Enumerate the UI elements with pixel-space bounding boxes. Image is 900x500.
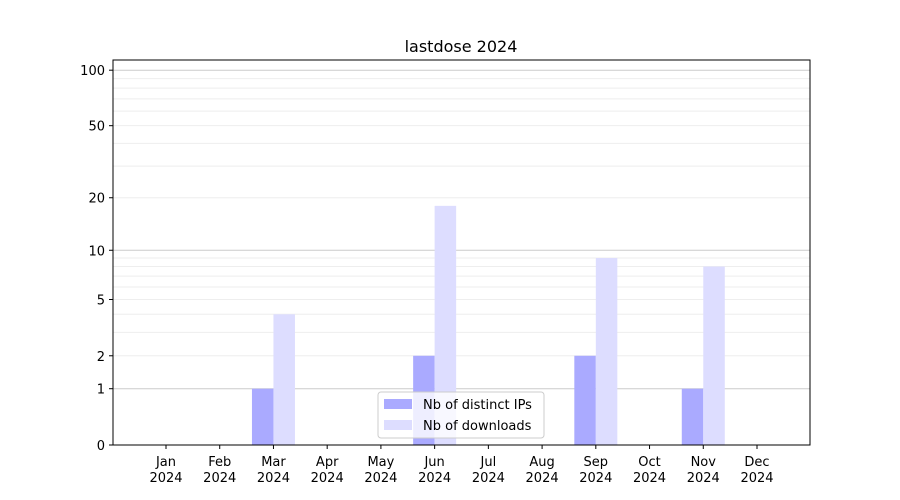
- x-tick-label: Aug 2024: [526, 455, 559, 486]
- x-tick-label: Dec 2024: [740, 455, 773, 486]
- legend-box: [377, 391, 545, 439]
- bar-downloads: [703, 266, 725, 445]
- bar-distinct-ips: [251, 388, 274, 445]
- bar-distinct-ips: [574, 355, 596, 445]
- bar-downloads: [273, 314, 295, 445]
- x-tick-label: Jul 2024: [472, 455, 505, 486]
- grid: [113, 69, 810, 390]
- chart-title: lastdose 2024: [405, 37, 518, 56]
- y-tick-label: 5: [97, 293, 105, 308]
- x-tick-label: Mar 2024: [257, 455, 290, 486]
- x-tick-label: Jan 2024: [149, 455, 182, 486]
- x-tick-label: May 2024: [364, 455, 397, 486]
- x-tick-label: Feb 2024: [203, 455, 236, 486]
- x-tick-label: Sep 2024: [579, 455, 612, 486]
- y-tick-label: 2: [97, 350, 105, 365]
- legend-label: Nb of downloads: [423, 419, 532, 434]
- legend-swatch: [384, 420, 412, 430]
- bar-downloads: [595, 258, 618, 445]
- y-tick-label: 50: [88, 120, 105, 135]
- bars: [251, 205, 725, 445]
- plot-frame: [112, 59, 811, 446]
- y-axis: 0 1 2 5 10 20 50 100: [80, 64, 113, 454]
- x-tick-label: Jun 2024: [418, 455, 451, 486]
- y-tick-label: 0: [97, 439, 105, 454]
- bar-distinct-ips: [681, 388, 704, 445]
- y-tick-label: 1: [97, 383, 105, 398]
- y-tick-label: 100: [80, 64, 105, 79]
- legend-label: Nb of distinct IPs: [423, 398, 532, 413]
- y-tick-label: 10: [88, 244, 105, 259]
- x-tick-label: Oct 2024: [633, 455, 666, 486]
- bar-downloads: [434, 205, 457, 445]
- legend-swatch: [384, 399, 412, 409]
- x-tick-label: Nov 2024: [687, 455, 720, 486]
- x-axis: Jan 2024 Feb 2024 Mar 2024 Apr 2024 May 2024 Jun 20…: [149, 445, 774, 486]
- x-tick-label: Apr 2024: [311, 455, 344, 486]
- legend: Nb of distinct IPs Nb of downloads: [377, 391, 545, 439]
- y-tick-label: 20: [88, 192, 105, 207]
